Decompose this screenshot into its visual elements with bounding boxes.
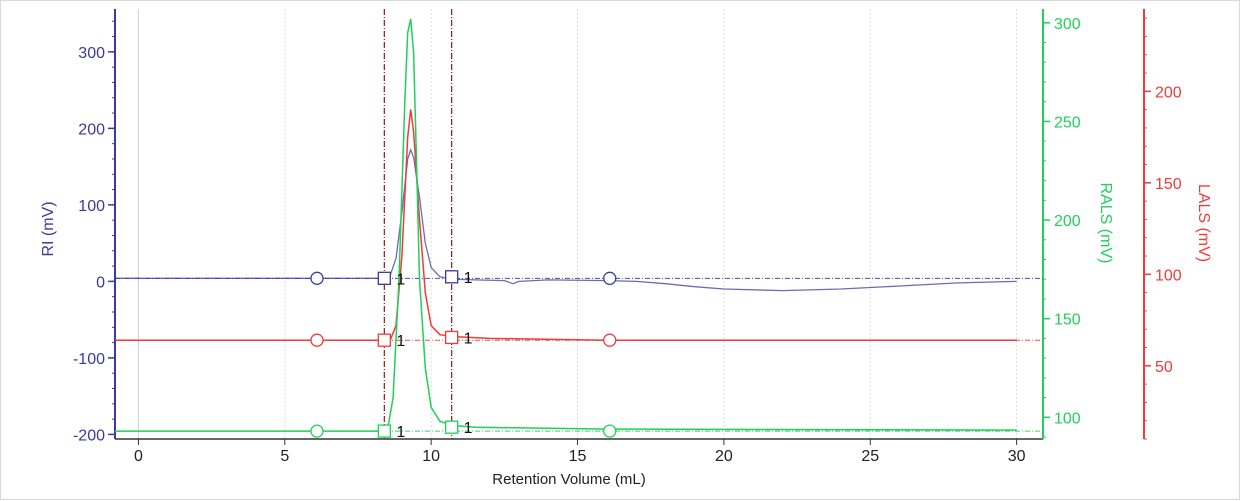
x-tick-label: 30 <box>1008 448 1026 465</box>
ri-square-marker <box>445 270 459 284</box>
rals-circle-marker <box>603 424 617 438</box>
rals-square-marker <box>445 420 459 434</box>
lals-tick-label: 150 <box>1155 176 1182 193</box>
ri-circle-marker <box>310 271 324 285</box>
ri-square-marker <box>377 271 391 285</box>
rals-tick-label: 250 <box>1054 114 1081 131</box>
grid-lines <box>137 9 1018 439</box>
series-layer <box>115 18 1043 432</box>
lals-tick-label: 200 <box>1155 84 1182 101</box>
ri-tick-label: -200 <box>73 427 105 444</box>
rals-tick-label: 100 <box>1054 410 1081 427</box>
ri-tick-label: 100 <box>78 198 105 215</box>
lals-marker-label: 1 <box>396 333 405 350</box>
x-axis-title: Retention Volume (mL) <box>492 471 645 488</box>
lals-circle-marker <box>603 333 617 347</box>
lals-marker-label: 1 <box>464 330 473 347</box>
x-tick-label: 15 <box>569 448 587 465</box>
rals-tick-label: 150 <box>1054 312 1081 329</box>
lals-tick-label: 100 <box>1155 267 1182 284</box>
x-tick-label: 0 <box>134 448 143 465</box>
rals-marker-label: 1 <box>464 420 473 437</box>
ri-marker-label: 1 <box>464 270 473 287</box>
rals-tick-label: 200 <box>1054 213 1081 230</box>
lals-axis-title: LALS (mV) <box>1195 184 1212 262</box>
ri-tick-label: 200 <box>78 121 105 138</box>
ri-series-line <box>115 147 1017 292</box>
rals-series-line <box>115 18 1017 432</box>
ri-tick-label: 0 <box>96 274 105 291</box>
ri-axis-title: RI (mV) <box>40 201 57 256</box>
x-tick-label: 20 <box>715 448 733 465</box>
ri-circle-marker <box>603 271 617 285</box>
x-tick-label: 25 <box>861 448 879 465</box>
rals-circle-marker <box>310 424 324 438</box>
ri-tick-label: 300 <box>78 45 105 62</box>
lals-series-line <box>115 109 1017 341</box>
lals-circle-marker <box>310 333 324 347</box>
lals-square-marker <box>377 333 391 347</box>
axes: 0 5 10 15 20 25 30-200-10001002003001001502002… <box>73 9 1182 465</box>
marker-layer: 1 1 1 1 1 1 <box>310 9 617 441</box>
ri-marker-label: 1 <box>396 271 405 288</box>
rals-axis-title: RALS (mV) <box>1097 183 1114 264</box>
rals-marker-label: 1 <box>396 424 405 441</box>
lals-square-marker <box>445 330 459 345</box>
rals-square-marker <box>377 424 391 438</box>
x-tick-label: 10 <box>422 448 440 465</box>
ri-tick-label: -100 <box>73 351 105 368</box>
x-tick-label: 5 <box>280 448 289 465</box>
lals-tick-label: 50 <box>1155 359 1173 376</box>
rals-tick-label: 300 <box>1054 16 1081 33</box>
